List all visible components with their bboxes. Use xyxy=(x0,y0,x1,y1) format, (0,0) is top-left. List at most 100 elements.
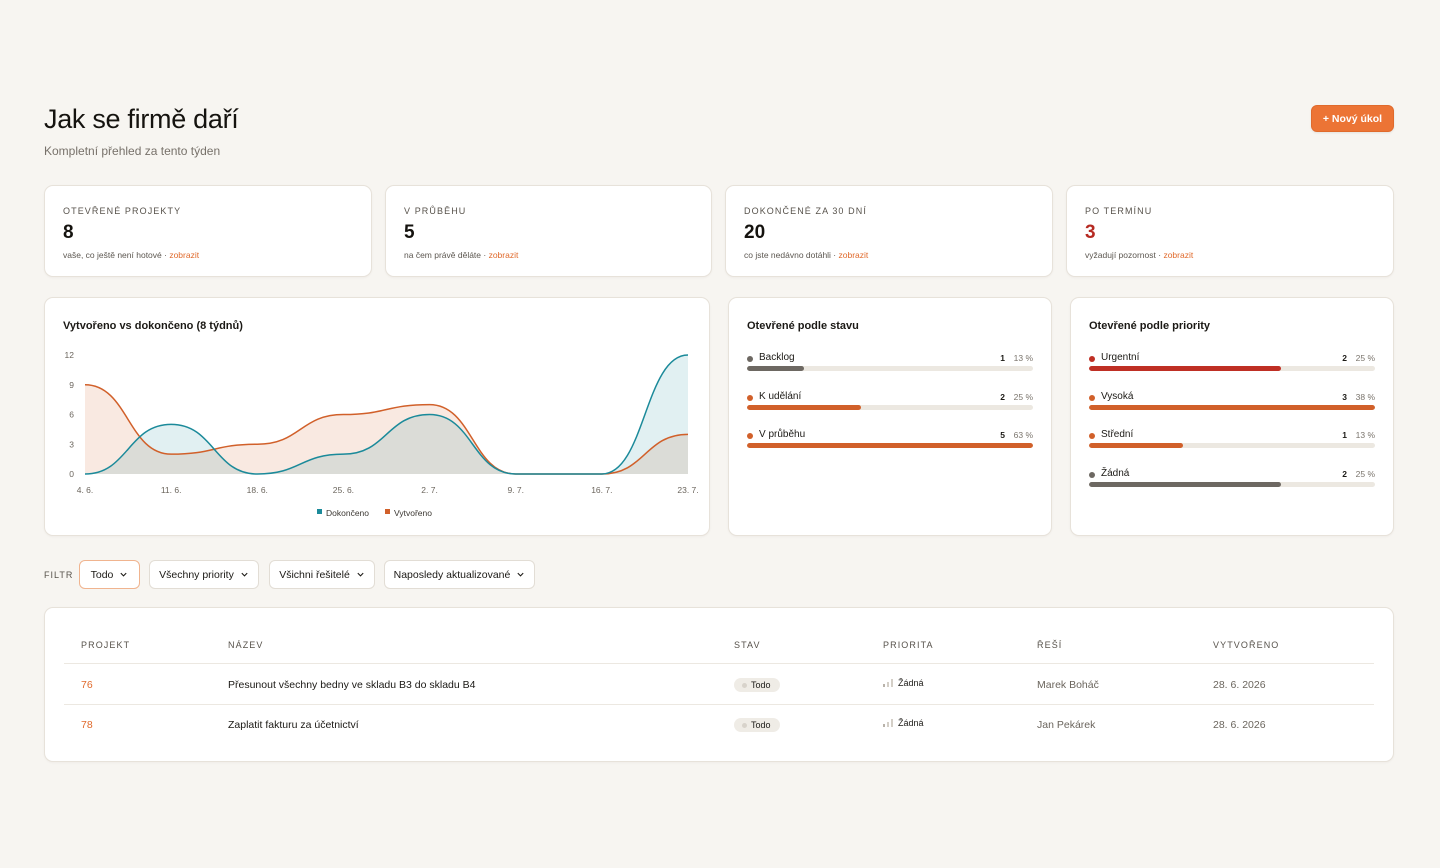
status-bar-percent: 63 % xyxy=(1013,430,1033,440)
x-tick-label: 16. 7. xyxy=(591,485,612,495)
priority-bars-icon xyxy=(883,719,893,727)
chevron-down-icon xyxy=(241,572,248,577)
column-header-status[interactable]: STAV xyxy=(734,640,761,650)
stat-card-overdue: PO TERMÍNU 3 vyžadují pozornost · zobraz… xyxy=(1066,185,1394,277)
priority-indicator: Žádná xyxy=(883,718,924,728)
stat-description: vyžadují pozornost · zobrazit xyxy=(1085,250,1194,260)
status-bar-row: K udělání 2 25 % xyxy=(747,391,1033,425)
stat-description: co jste nedávno dotáhli · zobrazit xyxy=(744,250,869,260)
task-name[interactable]: Zaplatit fakturu za účetnictví xyxy=(228,719,359,731)
series-line-dokonceno xyxy=(84,354,689,475)
filter-priority[interactable]: Všechny priority xyxy=(149,560,259,589)
filter-priority-label: Všechny priority xyxy=(159,568,234,581)
stat-value: 5 xyxy=(404,222,415,243)
priority-bar-row: Střední 1 13 % xyxy=(1089,429,1375,463)
priority-bar-dot xyxy=(1089,433,1095,439)
priority-bar-count: 3 xyxy=(1342,391,1347,402)
priority-bar-percent: 13 % xyxy=(1355,430,1375,440)
x-tick-label: 9. 7. xyxy=(507,485,524,495)
status-bar-count: 5 xyxy=(1000,430,1005,440)
x-tick-label: 11. 6. xyxy=(161,485,182,495)
priority-bar-row: Vysoká 3 38 % xyxy=(1089,391,1375,425)
legend-label: Vytvořeno xyxy=(394,508,432,518)
stat-card-done-30-days: DOKONČENÉ ZA 30 DNÍ 20 co jste nedávno d… xyxy=(725,185,1053,277)
filter-sort[interactable]: Naposledy aktualizované xyxy=(384,560,535,589)
filter-status[interactable]: Todo xyxy=(79,560,140,589)
status-bar-row: V průběhu 5 63 % xyxy=(747,429,1033,463)
task-name[interactable]: Přesunout všechny bedny ve skladu B3 do … xyxy=(228,679,476,691)
page-subtitle: Kompletní přehled za tento týden xyxy=(44,144,221,158)
column-header-project[interactable]: PROJEKT xyxy=(81,640,131,650)
column-header-priority[interactable]: PRIORITA xyxy=(883,640,934,650)
priority-bar-row: Urgentní 2 25 % xyxy=(1089,352,1375,386)
priority-bars-icon xyxy=(883,679,893,687)
assignee: Jan Pekárek xyxy=(1037,719,1096,731)
priority-bar-dot xyxy=(1089,356,1095,362)
status-bar-dot xyxy=(747,394,753,401)
status-bar-fill xyxy=(747,404,862,410)
column-header-created[interactable]: VYTVOŘENO xyxy=(1213,640,1280,650)
show-link[interactable]: zobrazit xyxy=(169,250,200,260)
priority-bar-label: Žádná xyxy=(1101,467,1130,479)
stat-label: DOKONČENÉ ZA 30 DNÍ xyxy=(744,206,867,216)
priority-bar-count: 2 xyxy=(1342,468,1347,479)
filter-assignee[interactable]: Všichni řešitelé xyxy=(269,560,375,589)
priority-bar-track xyxy=(1089,404,1375,410)
assignee: Marek Boháč xyxy=(1037,679,1099,691)
column-header-name[interactable]: NÁZEV xyxy=(228,640,264,650)
stat-value: 20 xyxy=(744,222,766,243)
series-area-vytvoreno xyxy=(85,384,688,474)
priority-bar-dot xyxy=(1089,394,1095,401)
chart-card: Vytvořeno vs dokončeno (8 týdnů) 0 3 6 9 12 4… xyxy=(44,297,710,536)
created-date: 28. 6. 2026 xyxy=(1213,719,1266,731)
priority-bar-count: 1 xyxy=(1342,430,1347,440)
status-bar-count: 2 xyxy=(1000,391,1005,402)
show-link[interactable]: zobrazit xyxy=(838,250,869,260)
column-header-assignee[interactable]: ŘEŠÍ xyxy=(1037,640,1063,650)
show-link[interactable]: zobrazit xyxy=(1163,250,1194,260)
x-tick-label: 23. 7. xyxy=(677,485,698,495)
y-tick-label: 9 xyxy=(69,380,74,390)
status-bar-fill xyxy=(747,366,805,371)
stat-label: V PRŮBĚHU xyxy=(404,206,467,216)
show-link[interactable]: zobrazit xyxy=(488,250,519,260)
stat-description: na čem právě děláte · zobrazit xyxy=(404,250,519,260)
status-bar-dot xyxy=(747,433,753,439)
status-card-title: Otevřené podle stavu xyxy=(747,320,859,332)
status-bar-label: K udělání xyxy=(759,390,802,402)
created-date: 28. 6. 2026 xyxy=(1213,679,1266,691)
priority-bar-track xyxy=(1089,366,1375,371)
page-title: Jak se firmě daří xyxy=(44,104,239,134)
priority-card-title: Otevřené podle priority xyxy=(1089,320,1211,332)
x-tick-label: 18. 6. xyxy=(247,485,268,495)
legend-swatch xyxy=(385,509,390,514)
status-dot xyxy=(742,682,747,688)
stat-value: 8 xyxy=(63,222,74,243)
series-area-dokonceno xyxy=(85,355,688,474)
project-id[interactable]: 78 xyxy=(81,719,93,731)
stat-card-in-progress: V PRŮBĚHU 5 na čem právě děláte · zobraz… xyxy=(385,185,712,277)
status-bar-percent: 25 % xyxy=(1013,391,1033,402)
priority-card: Otevřené podle priority Urgentní 2 25 % Vys… xyxy=(1070,297,1394,536)
status-badge: Todo xyxy=(734,678,780,692)
stat-card-open-projects: OTEVŘENÉ PROJEKTY 8 vaše, co ještě není … xyxy=(44,185,372,277)
y-tick-label: 0 xyxy=(69,469,74,479)
status-bar-dot xyxy=(747,356,753,362)
project-id[interactable]: 76 xyxy=(81,679,93,691)
filter-sort-label: Naposledy aktualizované xyxy=(393,568,511,581)
priority-bar-percent: 25 % xyxy=(1355,353,1375,363)
priority-bar-label: Urgentní xyxy=(1101,352,1140,363)
new-task-button[interactable]: + Nový úkol xyxy=(1311,105,1394,132)
x-tick-label: 2. 7. xyxy=(421,485,438,495)
priority-bar-track xyxy=(1089,443,1375,448)
status-bar-track xyxy=(747,443,1033,448)
priority-bar-label: Vysoká xyxy=(1101,390,1134,402)
y-tick-label: 12 xyxy=(65,350,75,360)
priority-bar-percent: 25 % xyxy=(1355,468,1375,479)
y-tick-label: 6 xyxy=(69,410,74,420)
priority-bar-fill xyxy=(1089,404,1375,410)
priority-bar-fill xyxy=(1089,443,1184,448)
status-bar-percent: 13 % xyxy=(1013,353,1033,363)
stat-description: vaše, co ještě není hotové · zobrazit xyxy=(63,250,200,260)
priority-bar-label: Střední xyxy=(1101,429,1134,440)
